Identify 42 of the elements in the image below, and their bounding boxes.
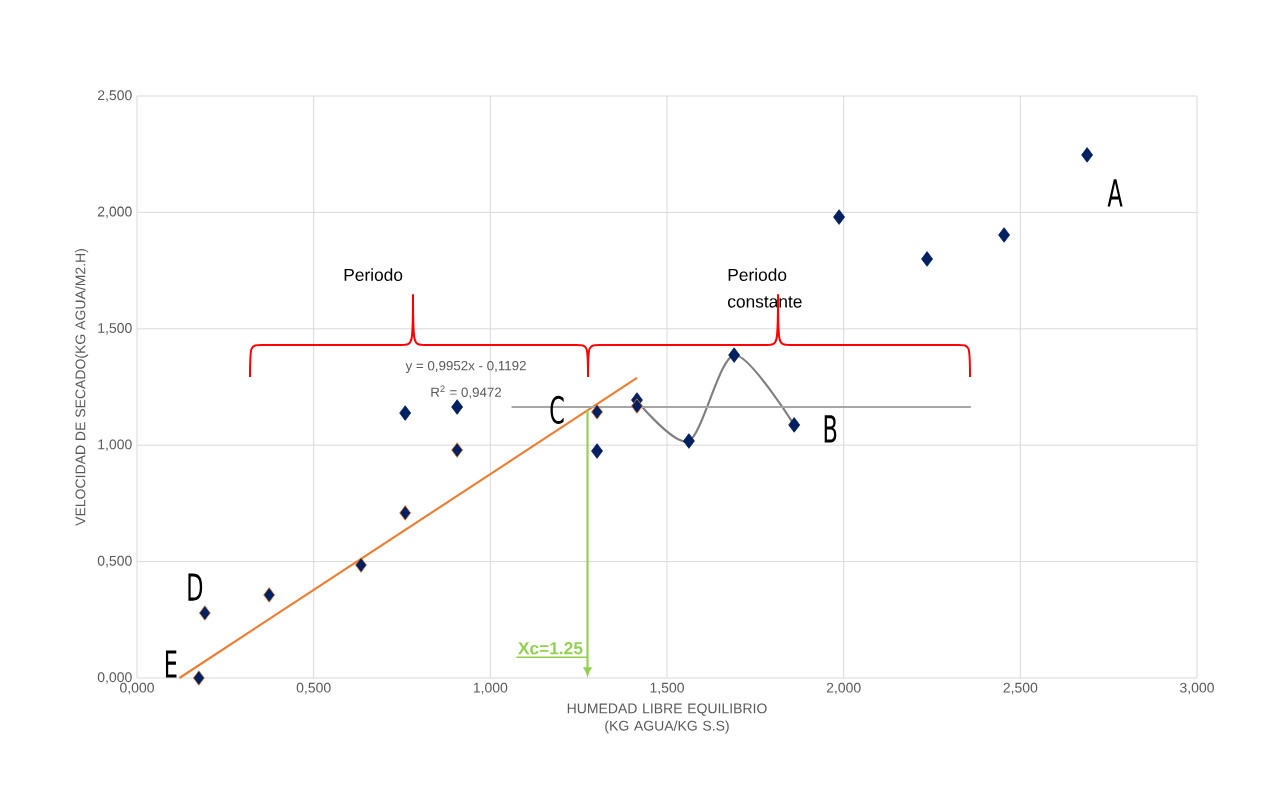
x-tick-label: 0,500: [296, 682, 331, 695]
annotation: R$^{2}$ = 0,9472: [431, 385, 502, 399]
annotation: y = 0,9952x - 0,1192: [405, 360, 526, 374]
point: [1081, 147, 1094, 163]
y-tick-label: 0,500: [97, 555, 132, 568]
point: [263, 587, 276, 603]
x-tick-label: 0,000: [120, 682, 154, 695]
point: [788, 417, 801, 433]
point: [683, 433, 695, 449]
x-tick-label: 3,000: [1180, 682, 1214, 695]
annotation: A: [1107, 179, 1123, 207]
x-axis-title: HUMEDAD LIBRE EQUILIBRIO (KG AGUA/KG S.S): [567, 703, 767, 734]
annotation: Periodo: [344, 268, 403, 281]
point: [631, 398, 643, 414]
point: [998, 227, 1010, 243]
annotation: Xc=1.25: [518, 642, 583, 655]
point: [728, 347, 741, 363]
point: [192, 670, 205, 686]
y-tick-label: 1,000: [98, 439, 132, 451]
point: [399, 405, 412, 421]
x-tick-label: 1,500: [650, 682, 684, 695]
y-axis-title: VELOCIDAD DE SECADO(KG AGUA/M2.H): [75, 249, 89, 526]
annotation: C: [550, 395, 564, 425]
annotation: E: [165, 650, 177, 678]
point: [591, 404, 603, 420]
point: [399, 505, 412, 521]
y-tick-label: 2,500: [97, 90, 132, 102]
y-tick-label: 2,000: [97, 206, 132, 219]
point: [833, 209, 845, 225]
point: [451, 442, 464, 458]
point: [921, 251, 933, 267]
point: [198, 605, 211, 621]
point: [591, 443, 603, 459]
x-tick-label: 2,000: [826, 682, 861, 695]
point: [355, 557, 367, 573]
y-tick-label: 0,000: [97, 672, 132, 684]
annotation: D: [188, 573, 203, 601]
annotation: B: [824, 415, 837, 443]
x-tick-label: 2,500: [1003, 682, 1038, 695]
y-tick-label: 1,500: [98, 323, 132, 335]
x-tick-label: 1,000: [473, 682, 508, 695]
point: [451, 399, 464, 415]
